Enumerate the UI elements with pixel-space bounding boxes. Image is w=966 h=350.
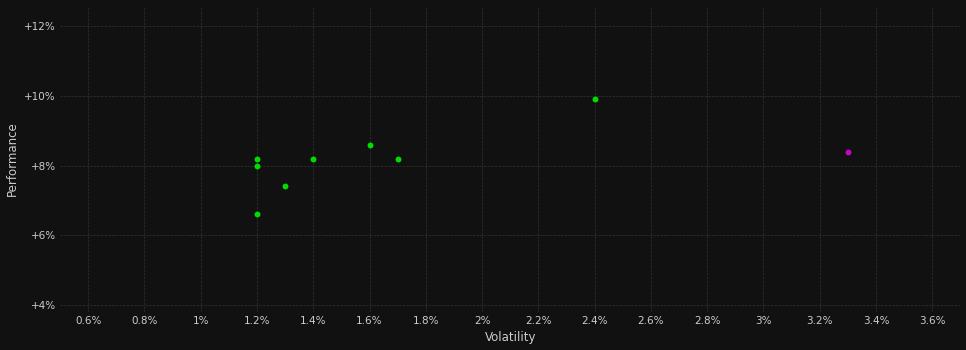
Point [840, 149, 856, 154]
Point [305, 156, 321, 161]
Point [249, 163, 265, 168]
Point [249, 211, 265, 217]
Point [390, 156, 406, 161]
Point [587, 97, 603, 102]
Point [277, 184, 293, 189]
X-axis label: Volatility: Volatility [485, 331, 536, 344]
Point [249, 156, 265, 161]
Y-axis label: Performance: Performance [6, 121, 18, 196]
Point [362, 142, 378, 147]
